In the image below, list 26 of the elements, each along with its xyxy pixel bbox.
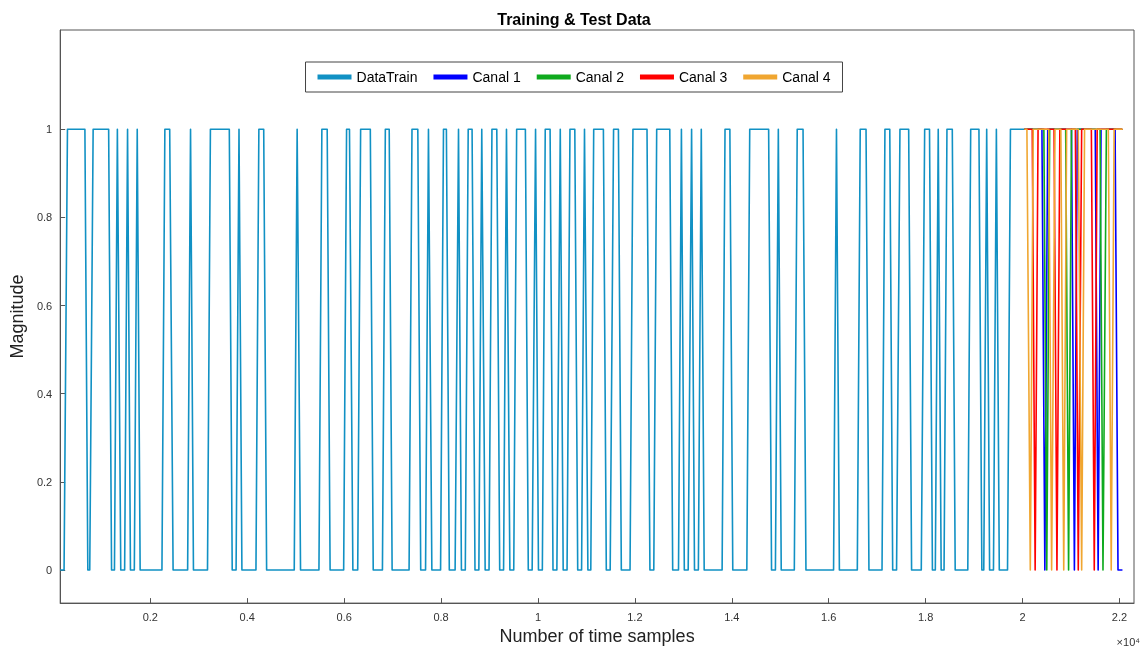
- legend-label: Canal 1: [472, 69, 521, 85]
- x-tick-label: 2: [1019, 610, 1026, 623]
- x-tick-label: 0.2: [142, 610, 158, 623]
- x-tick-label: 1.6: [821, 610, 837, 623]
- x-tick-label: 0.6: [336, 610, 352, 623]
- legend-label: Canal 2: [575, 69, 625, 85]
- x-tick-label: 1.8: [917, 610, 934, 623]
- y-tick-label: 0.8: [36, 211, 53, 224]
- y-tick-label: 0.6: [36, 299, 53, 312]
- y-tick-label: 0: [46, 564, 53, 577]
- legend-label: DataTrain: [356, 69, 418, 85]
- x-tick-label: 0.4: [239, 610, 255, 623]
- legend-label: Canal 4: [782, 69, 831, 85]
- chart-title: Training & Test Data: [497, 10, 651, 28]
- y-tick-label: 0.4: [36, 387, 53, 400]
- x-tick-label: 2.2: [1111, 610, 1128, 623]
- x-tick-label: 1: [534, 610, 542, 623]
- x-tick-label: 1.4: [724, 610, 740, 623]
- text: ×10⁴: [1116, 635, 1141, 648]
- y-axis-title: Magnitude: [7, 274, 27, 359]
- x-tick-label: 1.2: [627, 610, 643, 623]
- y-tick-label: 1: [46, 123, 53, 136]
- legend-label: Canal 3: [678, 69, 728, 85]
- x-axis-title: Number of time samples: [499, 626, 695, 646]
- x-tick-label: 0.8: [433, 610, 449, 623]
- y-tick-label: 0.2: [36, 475, 53, 488]
